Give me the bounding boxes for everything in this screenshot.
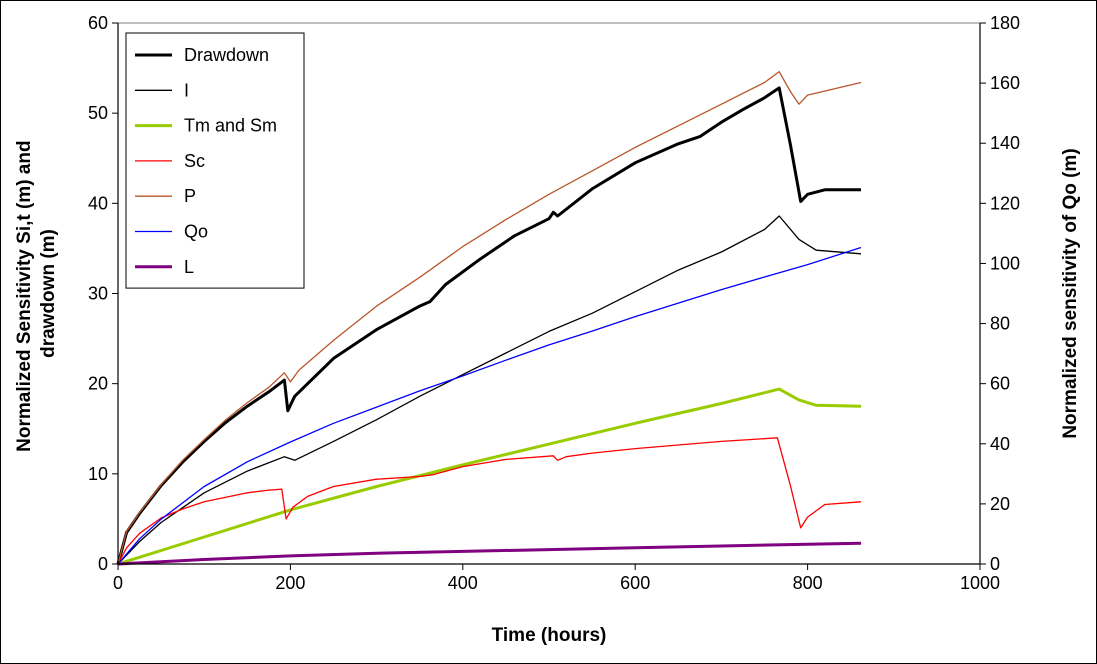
x-tick-label: 600 xyxy=(620,573,650,593)
y-tick-label: 30 xyxy=(88,284,108,304)
legend-label: Sc xyxy=(184,151,205,171)
y2-tick-label: 140 xyxy=(990,133,1020,153)
legend-label: Tm and Sm xyxy=(184,116,277,136)
x-tick-label: 800 xyxy=(793,573,823,593)
legend-label: P xyxy=(184,186,196,206)
legend-label: I xyxy=(184,80,189,100)
y-axis-title-line-2: drawdown (m) xyxy=(38,229,59,358)
x-axis-title: Time (hours) xyxy=(492,625,607,646)
series-line-1 xyxy=(117,215,862,565)
y2-tick-label: 40 xyxy=(990,434,1010,454)
y-axis-title-line-1: Normalized Sensitivity Si,t (m) and xyxy=(14,140,35,451)
y2-tick-label: 100 xyxy=(990,253,1020,273)
legend: Drawdown I Tm and Sm Sc P Qo L xyxy=(125,32,305,289)
y2-tick-label: 0 xyxy=(990,554,1000,574)
y-tick-label: 0 xyxy=(98,554,108,574)
y2-tick-label: 20 xyxy=(990,494,1010,514)
y2-tick-label: 80 xyxy=(990,314,1010,334)
series-layer xyxy=(116,71,862,566)
y2-axis-title: Normalized sensitivity of Qo (m) xyxy=(1060,148,1081,438)
series-line-2 xyxy=(117,387,862,566)
series-line-0 xyxy=(116,86,861,565)
x-tick-label: 400 xyxy=(448,573,478,593)
series-line-6 xyxy=(117,541,862,566)
x-tick-label: 0 xyxy=(113,573,123,593)
y-axis-title: Normalized Sensitivity Si,t (m) and draw… xyxy=(14,135,59,452)
y-tick-label: 60 xyxy=(88,13,108,33)
y2-tick-label: 180 xyxy=(990,13,1020,33)
y2-tick-label: 120 xyxy=(990,193,1020,213)
y-tick-label: 10 xyxy=(88,464,108,484)
legend-label: Qo xyxy=(184,222,208,242)
x-tick-label: 200 xyxy=(275,573,305,593)
y-tick-label: 50 xyxy=(88,103,108,123)
y2-tick-label: 60 xyxy=(990,374,1010,394)
y2-tick-label: 160 xyxy=(990,73,1020,93)
y-tick-label: 40 xyxy=(88,193,108,213)
legend-label: L xyxy=(184,257,194,277)
series-line-5 xyxy=(117,246,862,565)
y-tick-label: 20 xyxy=(88,374,108,394)
axes-layer: 0 200 400 600 800 100001020304050600204060801… xyxy=(88,13,1020,593)
x-tick-label: 1000 xyxy=(960,573,1000,593)
series-line-4 xyxy=(117,71,862,565)
series-line-3 xyxy=(117,437,862,565)
legend-label: Drawdown xyxy=(184,45,269,65)
